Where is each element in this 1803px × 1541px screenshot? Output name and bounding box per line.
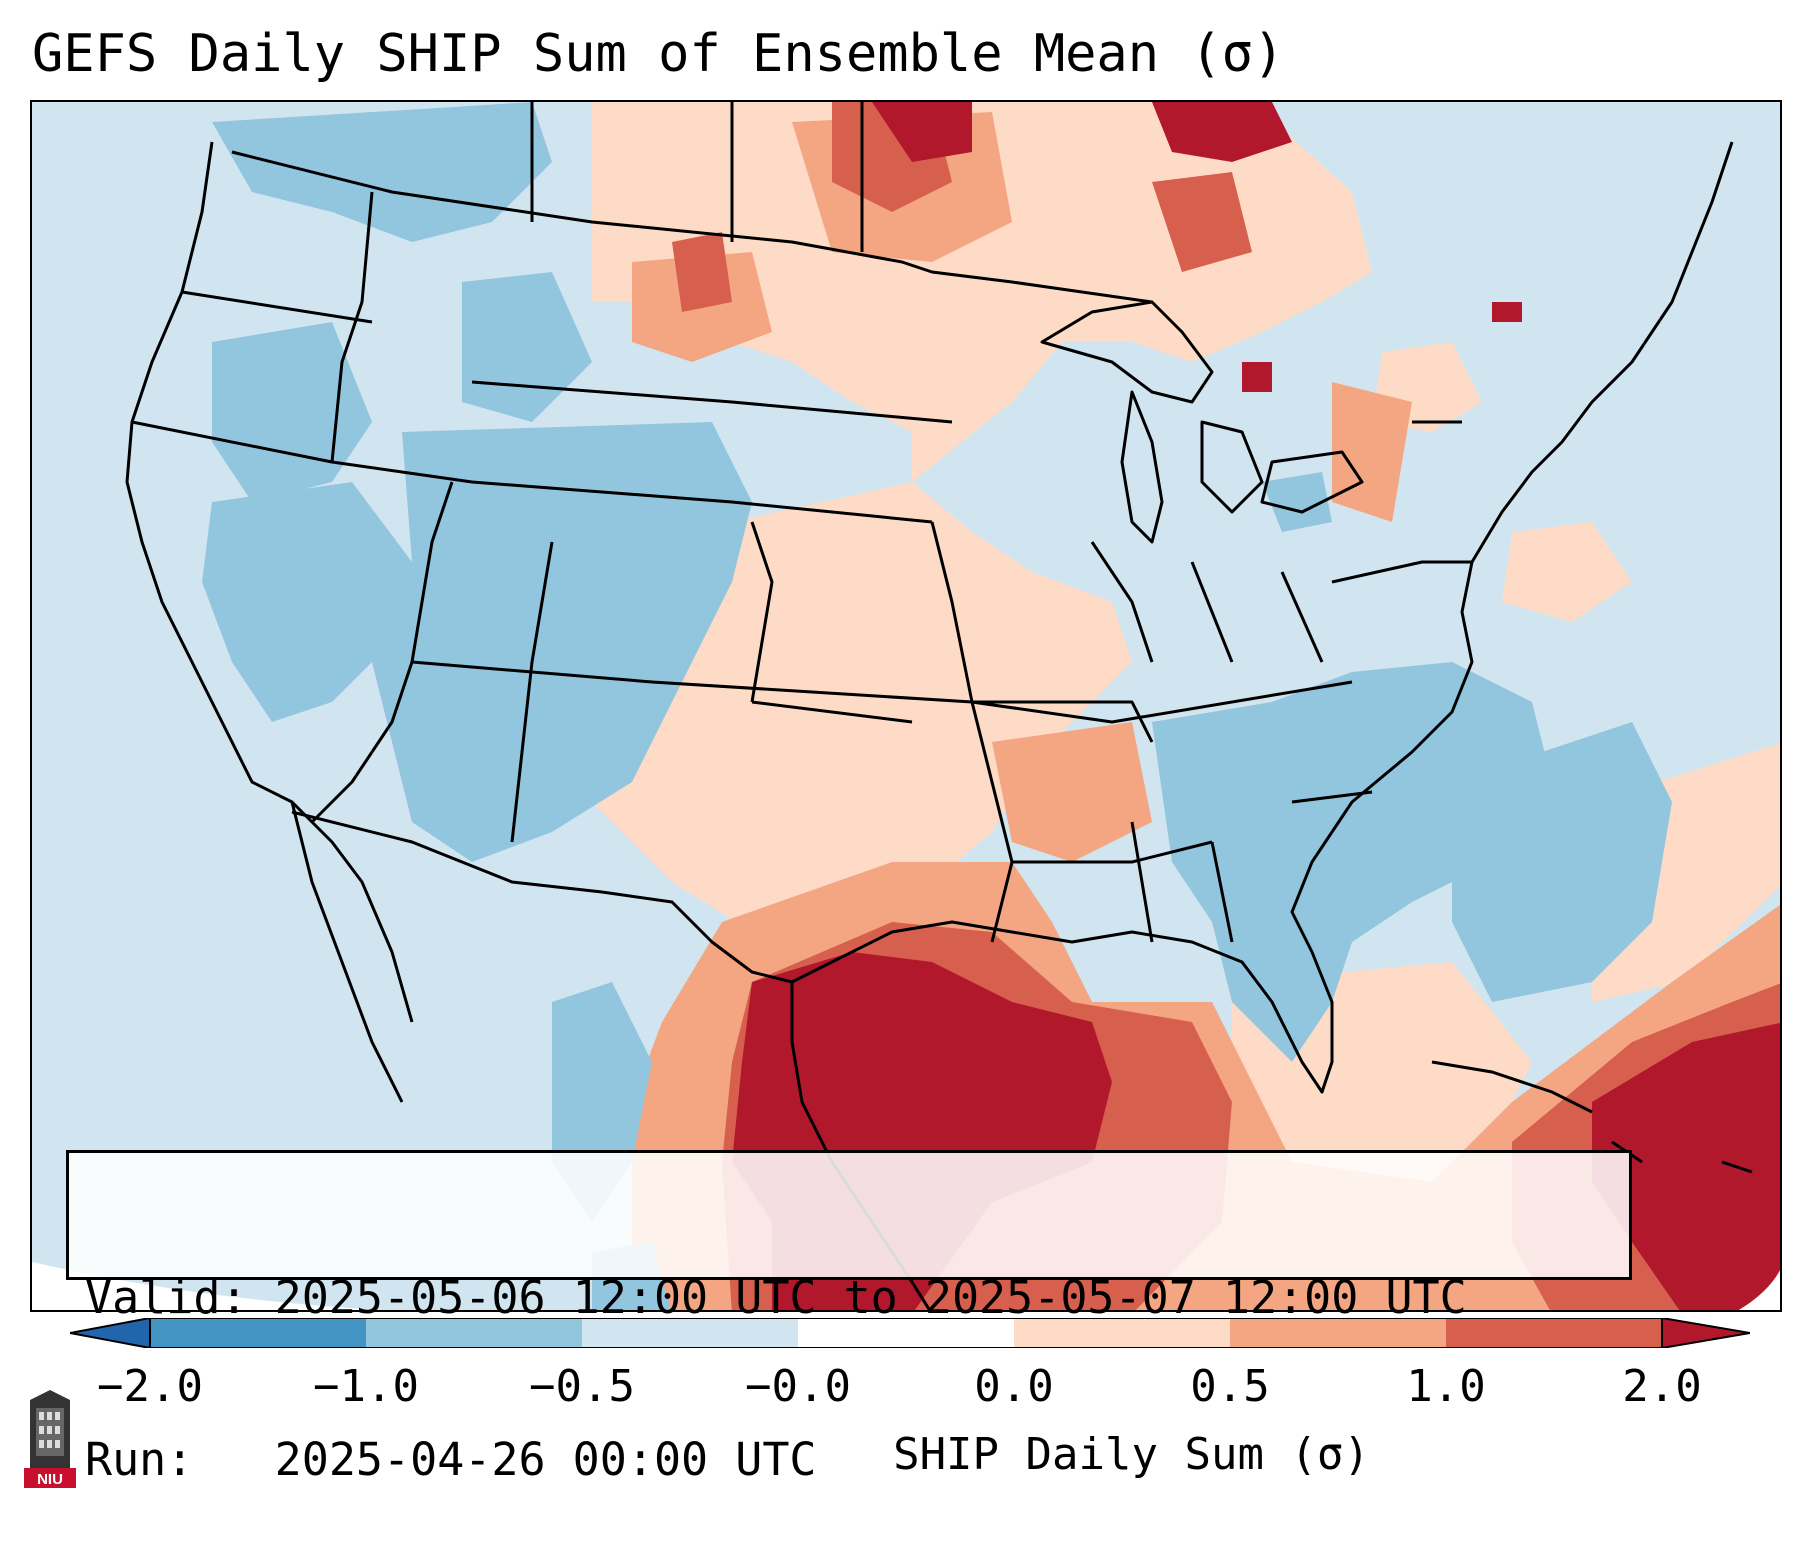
niu-logo: NIU (24, 1390, 76, 1488)
colorbar-label: SHIP Daily Sum (σ) (893, 1429, 1370, 1480)
map-svg (32, 102, 1780, 1310)
valid-value: 2025-05-06 12:00 UTC to 2025-05-07 12:00… (274, 1271, 1467, 1324)
valid-line: Valid: 2025-05-06 12:00 UTC to 2025-05-0… (85, 1271, 1613, 1325)
colorbar-bin-4 (798, 1318, 1014, 1348)
colorbar-label-row: SHIP Daily Sum (σ) (0, 1428, 1803, 1482)
colorbar-tick-label: 0.5 (1190, 1361, 1270, 1412)
colorbar-extend-low (70, 1318, 151, 1348)
valid-label: Valid: (85, 1271, 248, 1324)
info-box: Valid: 2025-05-06 12:00 UTC to 2025-05-0… (66, 1150, 1632, 1486)
page-title: GEFS Daily SHIP Sum of Ensemble Mean (σ) (32, 24, 1285, 84)
colorbar-bin-3 (582, 1318, 798, 1348)
colorbar (70, 1318, 1750, 1348)
projection-edge (32, 1262, 382, 1310)
run-line: Run: 2025-04-26 00:00 UTC (85, 1433, 1613, 1487)
colorbar-tick-label: 2.0 (1622, 1361, 1702, 1412)
projection-edge-right (1738, 1270, 1780, 1310)
colorbar-tick-label: −0.0 (745, 1361, 851, 1412)
colorbar-bin-2 (366, 1318, 582, 1348)
logo-text: NIU (37, 1471, 63, 1488)
map-panel (30, 100, 1782, 1312)
boundary-lines (125, 102, 1734, 1310)
colorbar-bin-1 (150, 1318, 366, 1348)
colorbar-tick-label: 0.0 (974, 1361, 1054, 1412)
run-label: Run: (85, 1433, 194, 1486)
colorbar-tick-label: −1.0 (313, 1361, 419, 1412)
colorbar-tick-label: 1.0 (1406, 1361, 1486, 1412)
field-negative (202, 102, 1672, 1310)
colorbar-bin-6 (1230, 1318, 1446, 1348)
colorbar-bin-5 (1014, 1318, 1230, 1348)
run-value: 2025-04-26 00:00 UTC (274, 1433, 817, 1486)
colorbar-tick-label: −2.0 (97, 1361, 203, 1412)
colorbar-tick-label: −0.5 (529, 1361, 635, 1412)
colorbar-bin-7 (1446, 1318, 1662, 1348)
colorbar-extend-high (1661, 1318, 1750, 1348)
